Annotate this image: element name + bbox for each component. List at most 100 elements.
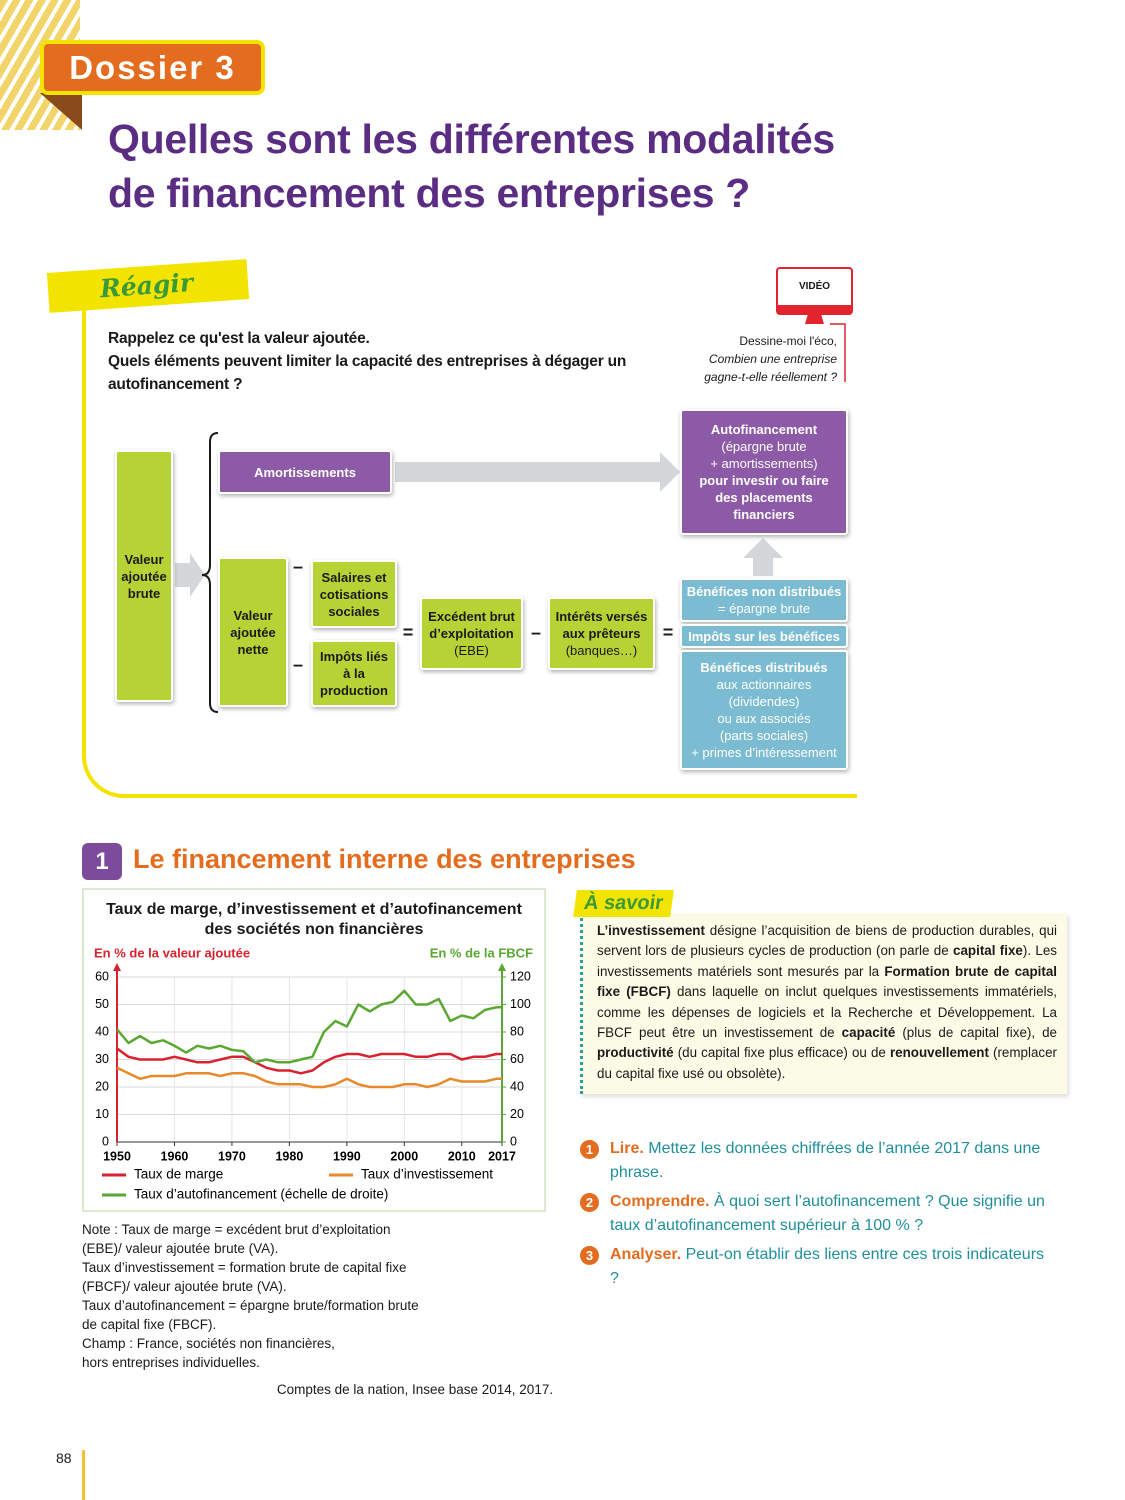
x-tick-label: 1980 — [275, 1149, 303, 1163]
y-tick-label: 20 — [95, 1079, 109, 1093]
a-savoir-box: L’investissement désigne l’acquisition d… — [580, 913, 1067, 1095]
section-number: 1 — [82, 843, 122, 880]
question-number: 1 — [580, 1140, 599, 1159]
node-line: (parts sociales) — [719, 728, 809, 743]
x-tick-label: 1960 — [161, 1149, 189, 1163]
node-line: sociales — [328, 603, 380, 619]
y2-axis-arrow — [498, 963, 506, 971]
a-savoir-run: productivité — [597, 1045, 674, 1061]
y-tick-label: 50 — [95, 997, 109, 1011]
chart-source: Comptes de la nation, Insee base 2014, 2… — [276, 1382, 554, 1397]
y2-tick-label: 120 — [510, 969, 531, 983]
a-savoir-run: dans laquelle on inclut quelques investi… — [597, 984, 1057, 1041]
y2-axis-label: En % de la FBCF — [430, 945, 533, 960]
arrow-up — [743, 538, 783, 576]
note-line: Taux d’autofinancement = épargne brute/f… — [82, 1298, 419, 1313]
x-tick-label: 1990 — [333, 1149, 361, 1163]
x-tick-label: 1950 — [103, 1149, 131, 1163]
question-text: Mettez les données chiffrées de l’année … — [610, 1140, 1041, 1181]
legend-label: Taux d’investissement — [361, 1167, 493, 1182]
chart: En % de la valeur ajoutée En % de la FBCF… — [94, 945, 533, 1202]
a-savoir-run: (plus de capital fixe), de — [895, 1025, 1057, 1041]
node-line: à la — [343, 666, 365, 681]
node-line: + primes d’intéressement — [691, 745, 837, 760]
node-line: des placements — [715, 490, 813, 505]
question: 1 Lire. Mettez les données chiffrées de l… — [580, 1137, 1050, 1185]
a-savoir-run: capacité — [841, 1025, 896, 1041]
question-verb: Analyser. — [610, 1246, 682, 1263]
y-tick-label: 0 — [102, 1134, 109, 1148]
node-line: ajoutée — [230, 624, 276, 640]
node-line: Autofinancement — [710, 422, 818, 437]
node-line: ajoutée — [121, 568, 167, 584]
a-savoir-label: À savoir — [573, 890, 674, 917]
diagram-operator: = — [662, 622, 674, 643]
node-line: ou aux associés — [717, 711, 811, 726]
diagram-node: Intérêts versés aux prêteurs (banques…) — [548, 597, 655, 670]
diagram-node: Impôts sur les bénéfices — [680, 624, 848, 648]
y-tick-label: 10 — [95, 1107, 109, 1121]
section-title: Le financement interne des entreprises — [133, 844, 636, 874]
a-savoir-run: capital fixe — [953, 943, 1023, 959]
y-axis-arrow — [113, 963, 121, 971]
x-tick-label: 1970 — [218, 1149, 246, 1163]
brace — [201, 432, 219, 713]
diagram-node: Impôts liés à la production — [311, 640, 397, 707]
y2-tick-label: 0 — [510, 1134, 517, 1148]
node-line: Valeur — [124, 551, 164, 567]
note-line: Taux d’investissement = formation brute … — [82, 1260, 407, 1275]
y-tick-label: 30 — [95, 1052, 109, 1066]
page-title: Quelles sont les différentes modalités d… — [108, 112, 835, 220]
question-text: Peut-on établir des liens entre ces troi… — [610, 1246, 1045, 1287]
legend-label: Taux d’autofinancement (échelle de droit… — [134, 1187, 388, 1202]
node-line: = épargne brute — [717, 601, 811, 616]
node-line: financiers — [733, 507, 795, 522]
x-tick-label: 2010 — [448, 1149, 476, 1163]
note-line: (FBCF)/ valeur ajoutée brute (VA). — [82, 1279, 287, 1294]
node-line: Bénéfices non distribués — [686, 584, 842, 599]
series-line — [116, 1047, 502, 1075]
layout-shapes — [40, 93, 853, 713]
diagram-node: Bénéfices non distribués = épargne brute — [680, 578, 848, 622]
a-savoir-run: ). Les investissements matériels sont me… — [597, 943, 1057, 979]
reagir-questions: Rappelez ce qu'est la valeur ajoutée. Qu… — [108, 327, 698, 396]
diagram-node: Amortissements — [218, 450, 392, 494]
note-line: Note : Taux de marge = excédent brut d’e… — [82, 1222, 391, 1237]
arrow-amortissements — [395, 452, 680, 492]
diagram-node: Valeur ajoutée brute — [115, 450, 173, 702]
node-line: Impôts liés — [320, 649, 388, 664]
node-line: (dividendes) — [728, 694, 800, 709]
question-verb: Comprendre. — [610, 1193, 710, 1210]
node-line: production — [320, 683, 388, 698]
diagram-operator: = — [402, 622, 414, 643]
diagram-node: Excédent brut d’exploitation (EBE) — [420, 597, 523, 670]
a-savoir-run: (du capital fixe plus efficace) ou de — [673, 1045, 890, 1061]
diagram-operator: – — [292, 654, 304, 675]
question: 3 Analyser. Peut-on établir des liens ent… — [580, 1243, 1050, 1291]
node-line: pour investir ou faire — [699, 473, 829, 488]
a-savoir-run: renouvellement — [889, 1045, 989, 1061]
y-axis-label: En % de la valeur ajoutée — [94, 945, 250, 960]
node-line: aux prêteurs — [562, 626, 641, 641]
y2-tick-label: 60 — [510, 1052, 524, 1066]
question-number: 3 — [580, 1246, 599, 1265]
title-line: de financement des entreprises ? — [108, 170, 751, 216]
y-tick-label: 40 — [95, 1024, 109, 1038]
a-savoir-run: désigne l’acquisition de biens de produc… — [597, 923, 1057, 959]
a-savoir-run: (remplacer du capital fixe usé ou obsolè… — [597, 1045, 1057, 1081]
y2-tick-label: 100 — [510, 997, 531, 1011]
video-screen-base — [777, 305, 852, 314]
node-line: cotisations — [319, 586, 389, 602]
video-label[interactable]: VIDÉO — [798, 281, 831, 292]
diagram-operator: – — [292, 556, 304, 577]
note-line: (EBE)/ valeur ajoutée brute (VA). — [82, 1241, 279, 1256]
node-line: Valeur — [233, 607, 273, 623]
y2-tick-label: 20 — [510, 1107, 524, 1121]
diagram-node: Salaires et cotisations sociales — [311, 560, 397, 628]
node-line: (EBE) — [454, 643, 489, 658]
node-line: d’exploitation — [429, 626, 514, 641]
note-line: hors entreprises individuelles. — [82, 1355, 260, 1370]
y-tick-label: 60 — [95, 969, 109, 983]
